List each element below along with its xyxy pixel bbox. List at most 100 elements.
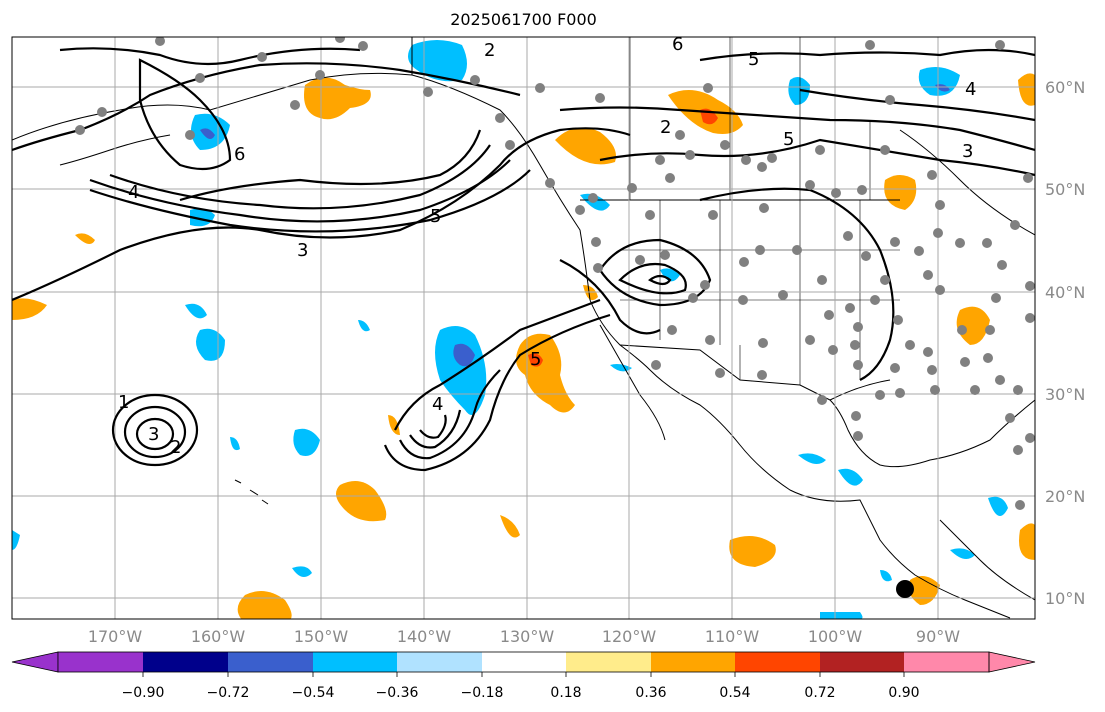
patch-positive (336, 481, 387, 522)
lon-label: 130°W (500, 627, 555, 646)
colorbar-segment (651, 652, 735, 672)
patch-positive (583, 285, 598, 301)
contour-label: 3 (148, 424, 159, 445)
map-frame (11, 36, 1036, 620)
colorbar-tick-label: −0.72 (207, 685, 250, 701)
colorbar-tick-label: 0.36 (635, 685, 666, 701)
coastlines (12, 37, 1035, 619)
patch-positive (12, 298, 47, 320)
patch-negative (660, 268, 680, 282)
colorbar: −0.90 −0.72 −0.54 −0.36 −0.18 0.18 0.36 … (11, 651, 1036, 701)
colorbar-tick-label: 0.54 (719, 685, 750, 701)
lat-label: 60°N (1045, 78, 1085, 97)
patch-negative (185, 303, 207, 319)
contour-line (89, 169, 531, 233)
patch-positive (729, 536, 776, 567)
lat-label: 30°N (1045, 385, 1085, 404)
lon-label: 90°W (916, 627, 960, 646)
patch-negative (610, 364, 632, 372)
colorbar-extend-high (988, 651, 1036, 673)
colorbar-segment (904, 652, 989, 672)
contour-line (123, 405, 187, 459)
coastline-baja (599, 324, 666, 441)
contour-line (699, 187, 895, 381)
patch-positive (555, 127, 616, 165)
contour-label: 6 (234, 144, 245, 165)
patch-negative (820, 612, 863, 619)
colorbar-tick-label: 0.18 (550, 685, 581, 701)
colorbar-segment (735, 652, 820, 672)
coastline-central-america (939, 519, 1035, 601)
coastline-north-america (411, 37, 1011, 619)
contour-line (89, 159, 511, 223)
contour-line (799, 88, 1035, 122)
patch-negative (293, 428, 320, 456)
contour-line (598, 238, 712, 307)
contour-lines (12, 47, 1035, 472)
contour-line (409, 409, 462, 449)
contour-line (559, 106, 1035, 152)
colorbar-tick-label: 0.90 (888, 685, 919, 701)
lon-label: 170°W (88, 627, 143, 646)
lon-axis-labels: 170°W 160°W 150°W 140°W 130°W 120°W 110°… (88, 627, 960, 646)
lon-label: 140°W (397, 627, 452, 646)
contour-label: 5 (530, 349, 541, 370)
contour-label: 4 (965, 79, 976, 100)
contour-line (559, 259, 661, 335)
patch-negative (988, 496, 1008, 516)
contour-line (135, 417, 175, 451)
colorbar-tick-label: −0.18 (461, 685, 504, 701)
coastline-aleutians (59, 134, 171, 166)
lat-label: 50°N (1045, 180, 1085, 199)
contour-label: 4 (128, 182, 139, 203)
contour-line (179, 129, 482, 202)
patch-positive (1019, 523, 1035, 560)
patch-negative (788, 76, 810, 105)
colorbar-segment (566, 652, 651, 672)
contour-label: 2 (660, 117, 671, 138)
patch-negative (292, 566, 312, 577)
lon-label: 150°W (294, 627, 349, 646)
colorbar-tick-label: −0.36 (376, 685, 419, 701)
contour-label: 5 (748, 49, 759, 70)
colorbar-segment (228, 652, 313, 672)
contour-label: 5 (783, 129, 794, 150)
colorbar-segment (397, 652, 482, 672)
contour-line (12, 127, 631, 302)
patch-negative (918, 66, 960, 96)
contour-line (599, 138, 1035, 177)
patch-negative (950, 548, 975, 559)
contour-label: 6 (672, 34, 683, 55)
contour-line (111, 393, 199, 467)
patch-negative (880, 570, 892, 582)
contour-line (399, 369, 501, 460)
contour-line (59, 47, 361, 66)
contour-line (109, 144, 491, 210)
colorbar-segment (58, 652, 143, 672)
lat-axis-labels: 60°N 50°N 40°N 30°N 20°N 10°N (1045, 78, 1085, 608)
colorbar-segment (820, 652, 904, 672)
lon-label: 110°W (705, 627, 760, 646)
contour-label: 2 (170, 437, 181, 458)
contour-label: 4 (432, 394, 443, 415)
contour-label: 3 (962, 141, 973, 162)
lon-label: 160°W (191, 627, 246, 646)
contour-label: 2 (484, 40, 495, 61)
patch-negative (408, 40, 467, 82)
lat-label: 20°N (1045, 487, 1085, 506)
colorbar-frame (57, 651, 990, 673)
lon-label: 120°W (602, 627, 657, 646)
colorbar-tick-label: −0.90 (122, 685, 165, 701)
coastline-hudson (899, 129, 1035, 236)
contour-line (648, 274, 672, 286)
patch-negative-strong (453, 343, 475, 367)
patch-positive-strong (528, 353, 543, 367)
map-title: 2025061700 F000 (450, 10, 597, 29)
patch-positive (956, 306, 990, 345)
contour-line (383, 313, 611, 472)
patch-positive (884, 175, 917, 210)
contour-label-group: 2 3 4 5 6 1 2 3 4 5 6 4 5 3 2 5 (118, 34, 976, 458)
patch-negative-strong (200, 128, 215, 139)
patch-positive (1018, 73, 1035, 106)
